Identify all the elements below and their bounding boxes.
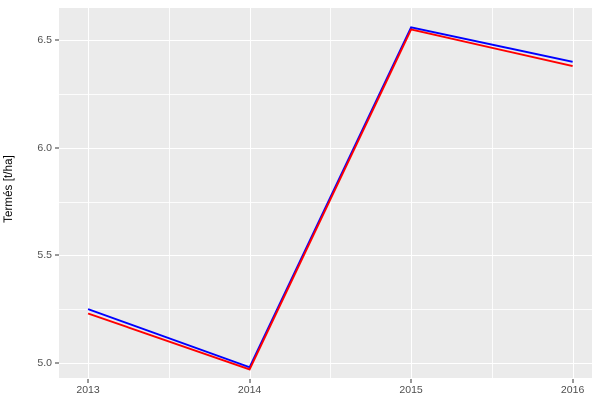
x-axis-tick-label: 2013	[76, 384, 100, 396]
gridline-minor-vertical	[330, 8, 331, 378]
series-layer	[87, 26, 573, 371]
gridline-major-horizontal	[59, 255, 592, 257]
gridline-minor-horizontal	[59, 309, 592, 310]
x-axis-tick-mark	[572, 379, 574, 383]
y-axis-tick-mark	[55, 254, 59, 256]
x-axis-tick-mark	[87, 379, 89, 383]
y-axis-tick-label: 5.0	[37, 356, 52, 369]
series-line-series-red	[87, 28, 573, 371]
y-axis-tick-mark	[55, 147, 59, 149]
gridline-minor-vertical	[491, 8, 493, 378]
y-axis-title: Termés [t/ha]	[0, 0, 18, 378]
gridline-major-vertical	[411, 8, 413, 378]
gridline-major-horizontal	[59, 147, 592, 149]
x-axis-tick-mark	[410, 379, 412, 383]
gridline-major-vertical	[572, 8, 574, 378]
y-axis-tick-mark	[55, 39, 59, 41]
x-axis-tick-label: 2014	[237, 384, 262, 396]
gridline-major-vertical	[249, 8, 251, 378]
gridline-minor-horizontal	[59, 94, 592, 95]
x-axis-tick-label: 2015	[399, 384, 423, 396]
y-axis-tick-mark	[55, 362, 59, 364]
y-axis-tick-labels: 5.0 5.5 6.0 6.5	[18, 0, 52, 400]
gridline-major-horizontal	[59, 40, 592, 42]
gridline-major-vertical	[88, 8, 90, 378]
gridline-minor-horizontal	[59, 201, 592, 203]
y-axis-tick-label: 6.0	[37, 141, 52, 154]
y-axis-tick-label: 5.5	[37, 249, 52, 262]
y-axis-title-text: Termés [t/ha]	[3, 155, 15, 223]
gridline-major-horizontal	[59, 362, 592, 365]
y-axis-tick-label: 6.5	[37, 34, 52, 47]
gridline-minor-vertical	[168, 8, 170, 378]
x-axis-tick-mark	[249, 379, 251, 383]
x-axis-tick-label: 2016	[560, 384, 585, 396]
plot-panel	[59, 8, 592, 378]
